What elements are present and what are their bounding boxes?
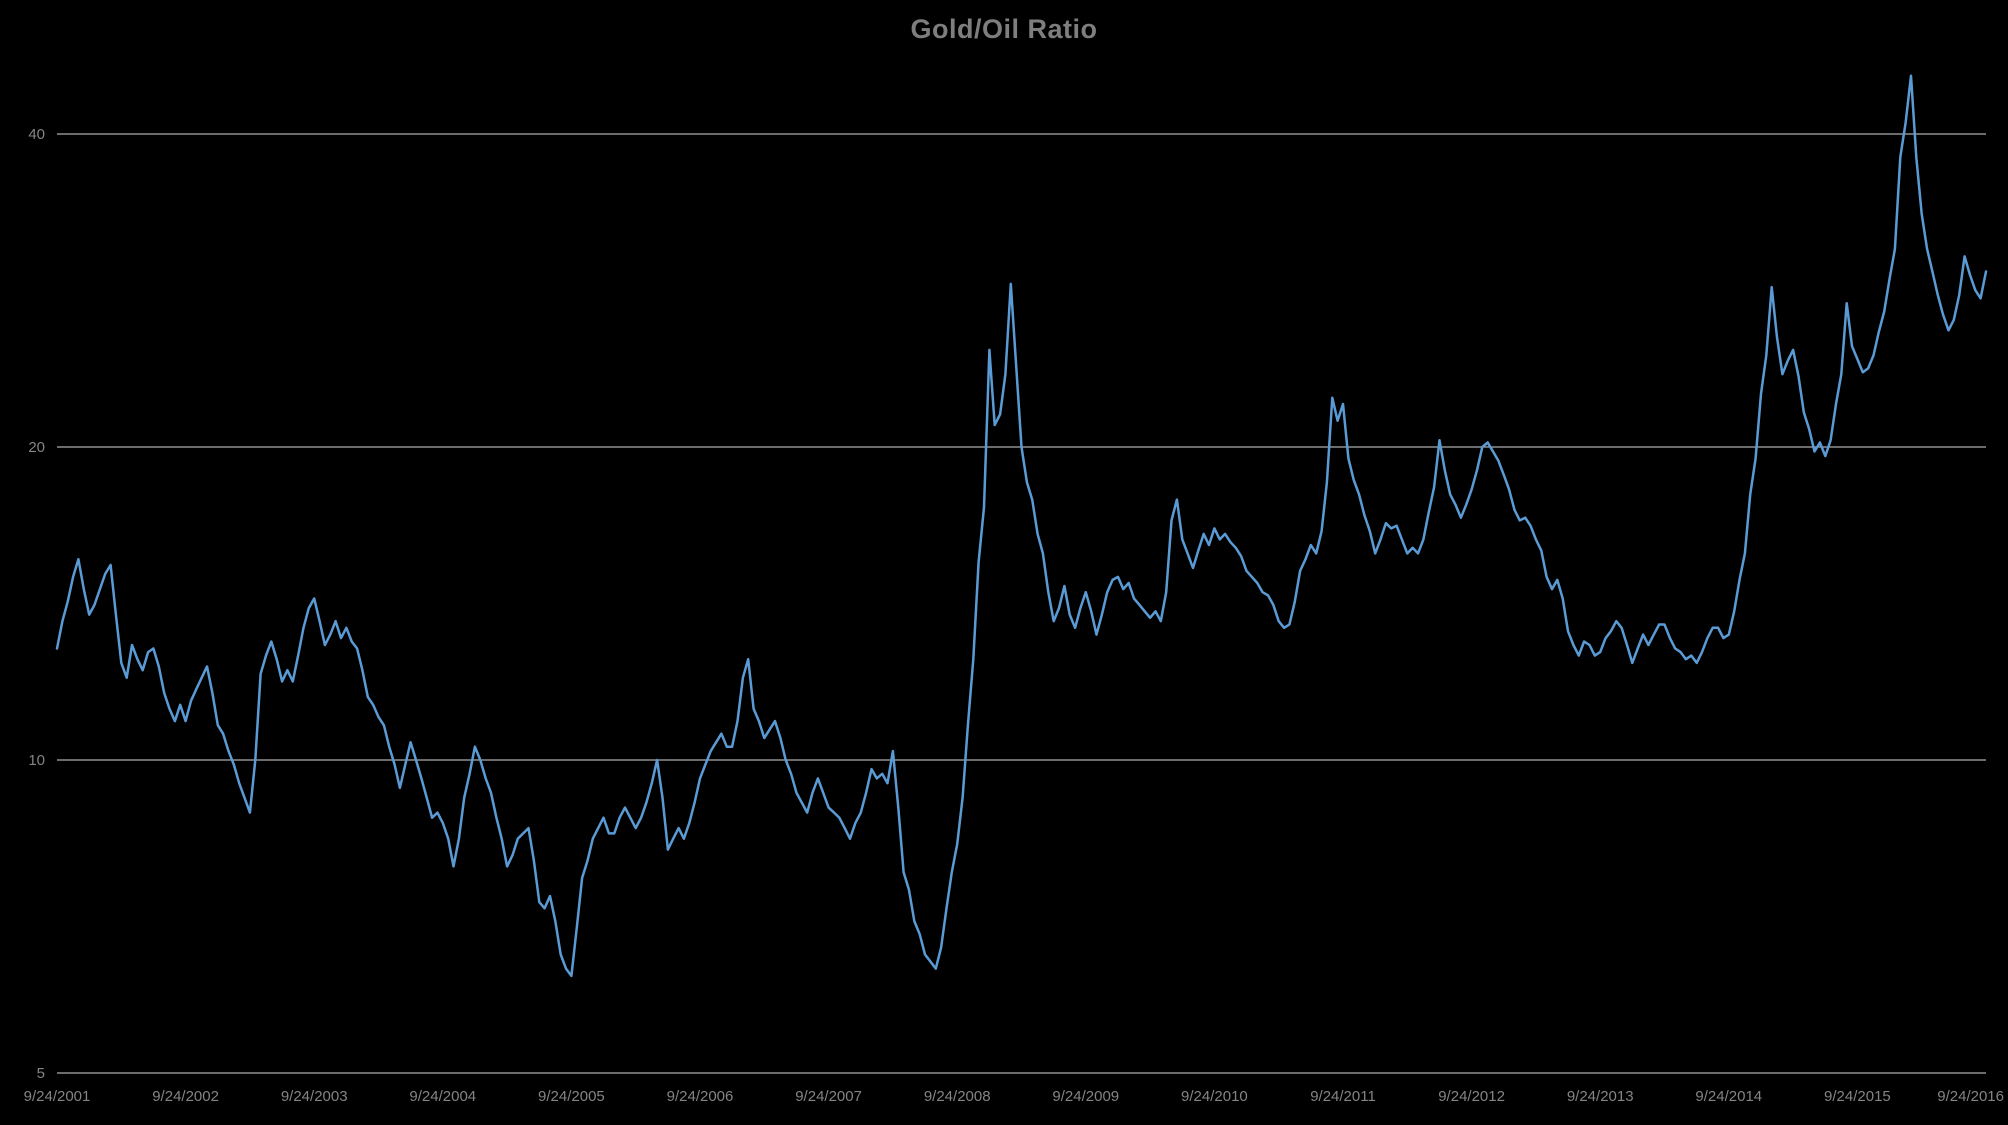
- x-axis-tick-label: 9/24/2016: [1937, 1088, 2004, 1105]
- x-axis-tick-label: 9/24/2004: [409, 1088, 476, 1105]
- x-axis-tick-label: 9/24/2005: [538, 1088, 605, 1105]
- y-axis-tick-label: 5: [37, 1065, 45, 1082]
- x-axis-tick-label: 9/24/2006: [667, 1088, 734, 1105]
- x-axis-tick-label: 9/24/2012: [1438, 1088, 1505, 1105]
- x-axis-tick-label: 9/24/2008: [924, 1088, 991, 1105]
- x-axis-tick-label: 9/24/2003: [281, 1088, 348, 1105]
- series-line-gold-oil-ratio: [55, 74, 1988, 978]
- x-axis-tick-label: 9/24/2009: [1052, 1088, 1119, 1105]
- x-axis-tick-label: 9/24/2007: [795, 1088, 862, 1105]
- x-axis-tick-label: 9/24/2015: [1824, 1088, 1891, 1105]
- y-axis-tick-label: 10: [28, 752, 45, 769]
- x-axis-tick-label: 9/24/2010: [1181, 1088, 1248, 1105]
- y-axis-tick-label: 20: [28, 439, 45, 456]
- x-axis-tick-label: 9/24/2014: [1695, 1088, 1762, 1105]
- x-axis-tick-label: 9/24/2002: [152, 1088, 219, 1105]
- chart-title: Gold/Oil Ratio: [910, 14, 1098, 44]
- x-axis-tick-label: 9/24/2011: [1310, 1088, 1376, 1105]
- x-axis-tick-label: 9/24/2013: [1567, 1088, 1634, 1105]
- x-axis-tick-label: 9/24/2001: [24, 1088, 91, 1105]
- y-axis-tick-label: 40: [28, 126, 45, 143]
